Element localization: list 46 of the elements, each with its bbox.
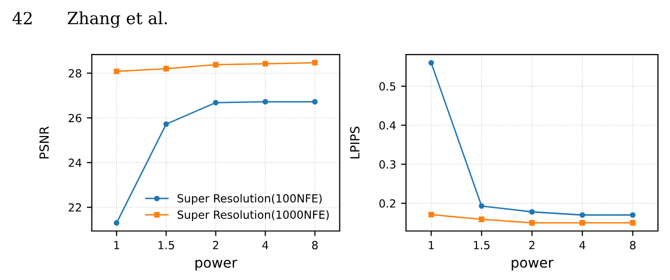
- y-tick-label: 0.2: [379, 199, 396, 208]
- point: [630, 212, 636, 218]
- point: [114, 220, 120, 226]
- x-tick-label: 4: [262, 241, 268, 250]
- x-tick-label: 2: [213, 240, 218, 250]
- point: [580, 220, 586, 226]
- point: [312, 60, 318, 66]
- y-tick-label: 0.5: [379, 82, 396, 91]
- x-tick-label: 4: [579, 241, 586, 250]
- y-axis-title: PSNR: [39, 126, 49, 158]
- point: [529, 220, 535, 226]
- point: [428, 212, 434, 218]
- point: [114, 68, 120, 74]
- y-tick-label: 28: [68, 69, 82, 78]
- x-tick-label: 8: [630, 240, 636, 250]
- point: [262, 60, 268, 67]
- x-axis-title: power: [196, 260, 238, 270]
- point: [630, 220, 636, 226]
- y-tick-label: 0.3: [379, 160, 396, 169]
- x-tick-label: 2: [529, 240, 534, 250]
- point: [428, 60, 434, 66]
- x-tick-label: 1: [114, 241, 120, 250]
- point: [163, 66, 169, 72]
- point: [312, 98, 318, 105]
- point: [478, 203, 484, 209]
- point: [580, 212, 586, 218]
- point: [529, 209, 535, 215]
- x-axis-title: power: [512, 260, 554, 270]
- point: [163, 121, 169, 127]
- point: [212, 100, 219, 106]
- y-tick-label: 24: [68, 158, 82, 167]
- text: Zhang et al.: [68, 11, 167, 28]
- x-tick-label: 1.5: [158, 241, 174, 250]
- x-tick-label: 1: [428, 241, 434, 250]
- point: [262, 98, 268, 105]
- legend-label: Super Resolution(1000NFE): [178, 210, 329, 221]
- point: [478, 216, 484, 222]
- x-tick-label: 1.5: [474, 241, 490, 250]
- y-tick-label: 22: [68, 203, 81, 212]
- y-tick-label: 0.4: [379, 121, 396, 130]
- y-axis-title: LPIPS: [350, 126, 360, 158]
- x-tick-label: 8: [312, 240, 318, 250]
- legend-label: Super Resolution(100NFE): [178, 194, 322, 205]
- point: [212, 62, 219, 68]
- text: 42: [12, 12, 32, 24]
- y-tick-label: 26: [68, 114, 82, 122]
